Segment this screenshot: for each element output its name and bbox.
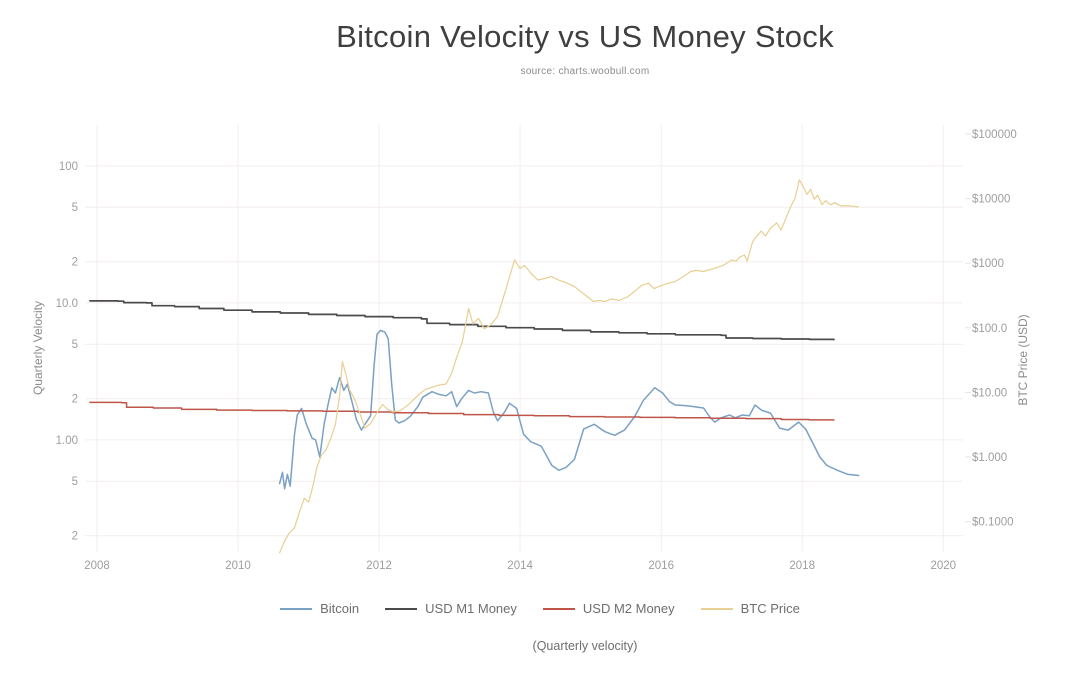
x-tick-label: 2014 (507, 560, 533, 572)
legend-line-swatch (542, 607, 575, 610)
x-tick-label: 2010 (225, 560, 251, 572)
left-tick-label: 2 (72, 394, 78, 406)
x-tick-label: 2008 (84, 560, 110, 572)
chart-caption: (Quarterly velocity) (532, 639, 638, 653)
left-tick-label: 10.0 (56, 298, 78, 310)
left-tick-label: 1.00 (56, 435, 78, 447)
legend-line-swatch (385, 607, 418, 610)
right-tick-label: $10.00 (972, 387, 1007, 399)
left-tick-label: 5 (72, 202, 78, 214)
left-tick-label: 100 (59, 161, 78, 173)
series-btc-price-line (279, 179, 860, 554)
right-tick-label: $10000 (972, 194, 1010, 206)
legend-label: Bitcoin (320, 601, 360, 616)
right-tick-label: $100000 (972, 129, 1017, 141)
legend-item-bitcoin[interactable]: Bitcoin (280, 601, 359, 616)
legend-label: BTC Price (740, 601, 800, 616)
chart-title: Bitcoin Velocity vs US Money Stock (336, 19, 834, 54)
series-usd-m2-money-line (89, 401, 835, 421)
legend: Bitcoin USD M1 Money USD M2 Money BTC Price (0, 601, 1080, 616)
legend-item-btc-price[interactable]: BTC Price (700, 601, 800, 616)
left-tick-label: 2 (72, 257, 78, 269)
legend-line-swatch (280, 607, 313, 610)
legend-label: USD M2 Money (582, 601, 675, 616)
chart-subtitle: source: charts.woobull.com (520, 66, 650, 77)
left-tick-label: 5 (72, 476, 78, 488)
legend-item-usd-m1-money[interactable]: USD M1 Money (385, 601, 517, 616)
left-tick-label: 2 (72, 531, 78, 543)
legend-item-usd-m2-money[interactable]: USD M2 Money (542, 601, 675, 616)
right-axis-title: BTC Price (USD) (1016, 314, 1030, 406)
right-tick-label: $0.1000 (972, 517, 1014, 529)
series-usd-m1-money-line (89, 300, 835, 341)
legend-line-swatch (700, 607, 733, 610)
series-bitcoin-line (278, 329, 860, 490)
right-tick-label: $1000 (972, 258, 1004, 270)
right-tick-label: $100.0 (972, 323, 1007, 335)
x-tick-label: 2018 (789, 560, 815, 572)
x-tick-label: 2020 (931, 560, 957, 572)
legend-label: USD M1 Money (425, 601, 517, 616)
left-axis-title: Quarterly Velocity (31, 300, 45, 396)
right-tick-label: $1.000 (972, 452, 1007, 464)
x-tick-label: 2012 (366, 560, 392, 572)
x-tick-label: 2016 (648, 560, 674, 572)
left-tick-label: 5 (72, 339, 78, 351)
